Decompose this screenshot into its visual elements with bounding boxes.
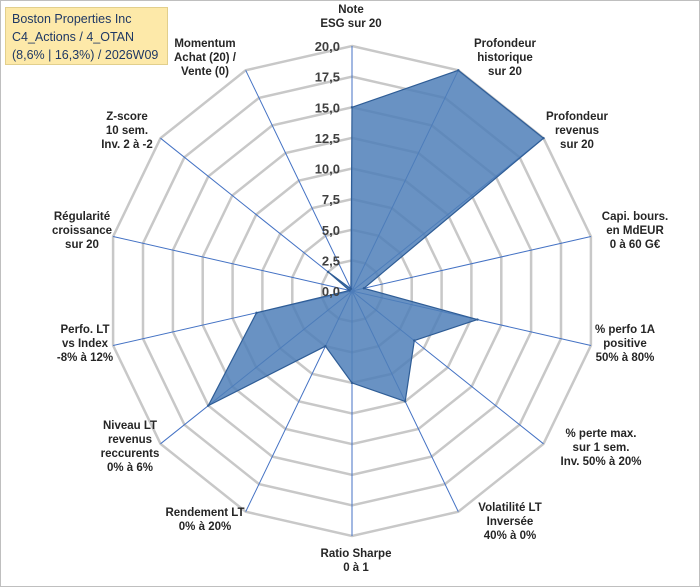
axis-label: Profondeur historique sur 20	[474, 38, 536, 78]
data-point	[457, 69, 460, 72]
tick-label: 2,5	[322, 253, 340, 268]
axis-label-line: 40% à 0%	[484, 530, 536, 542]
axis-label: Z-score 10 sem. Inv. 2 à -2	[101, 111, 153, 151]
axis-label: % perfo 1A positive 50% à 80%	[595, 324, 655, 364]
axis-label-line: Régularité	[54, 211, 110, 223]
axis-label-line: reccurents	[101, 448, 160, 460]
tick-label: 10,0	[315, 162, 340, 177]
axis-label-line: Volatilité LT	[478, 502, 541, 514]
axis-label-line: % perfo 1A	[595, 324, 655, 336]
axis-spoke	[351, 236, 592, 292]
tick-label: 5,0	[322, 223, 340, 238]
data-point	[542, 137, 545, 140]
axis-label: Régularité croissance sur 20	[52, 211, 112, 251]
axis-label-line: sur 20	[560, 139, 594, 151]
axis-label-line: Profondeur	[474, 38, 536, 50]
tick-label: 20,0	[315, 39, 340, 54]
axis-label-line: 50% à 80%	[596, 352, 655, 364]
axis-label-line: % perte max.	[566, 428, 637, 440]
axis-label: Profondeur revenus sur 20	[546, 111, 608, 151]
axis-label-line: Vente (0)	[181, 66, 229, 78]
tick-label: 0,0	[322, 284, 340, 299]
axis-label-line: 10 sem.	[106, 125, 148, 137]
axis-label-line: 0% à 20%	[179, 521, 231, 533]
axis-label-line: sur 20	[65, 239, 99, 251]
axis-label-line: Profondeur	[546, 111, 608, 123]
axis-label-line: vs Index	[62, 338, 109, 350]
axis-label: % perte max. sur 1 sem. Inv. 50% à 20%	[561, 428, 642, 468]
title-company: Boston Properties Inc	[12, 12, 132, 26]
data-point	[349, 287, 353, 290]
axis-label-line: Z-score	[106, 111, 148, 123]
data-point	[326, 270, 330, 274]
axis-label-line: en MdEUR	[606, 225, 664, 237]
axis-label-line: Inv. 50% à 20%	[561, 456, 642, 468]
data-point	[476, 318, 479, 321]
axis-label-line: Rendement LT	[165, 507, 244, 519]
data-point	[350, 381, 354, 385]
axis-label-line: 0% à 6%	[107, 462, 153, 474]
axis-label-line: -8% à 12%	[57, 352, 113, 364]
axis-label-line: revenus	[108, 434, 152, 446]
axis-label-line: ESG sur 20	[320, 18, 381, 30]
title-category: C4_Actions / 4_OTAN	[12, 30, 135, 44]
axis-label-line: Momentum	[174, 38, 235, 50]
data-point	[362, 287, 366, 290]
axis-label: Capi. bours. en MdEUR 0 à 60 G€	[602, 211, 668, 251]
axis-label-line: Capi. bours.	[602, 211, 668, 223]
axis-spoke	[245, 70, 353, 292]
axis-label-line: Inv. 2 à -2	[101, 139, 153, 151]
axis-label: Note ESG sur 20	[320, 4, 381, 30]
axis-label-line: Note	[338, 4, 364, 16]
data-point	[350, 106, 354, 109]
data-point	[348, 289, 351, 292]
axis-label-line: sur 20	[488, 66, 522, 78]
axis-label-line: Perfo. LT	[61, 324, 110, 336]
axis-label-line: 0 à 60 G€	[610, 239, 661, 251]
axis-label: Volatilité LT Inversée 40% à 0%	[478, 502, 541, 542]
axis-label-line: Inversée	[487, 516, 534, 528]
axis-label: Rendement LT 0% à 20%	[165, 507, 244, 533]
axis-label: Niveau LT revenus reccurents 0% à 6%	[101, 420, 160, 474]
tick-label: 12,5	[315, 131, 340, 146]
axis-label: Perfo. LT vs Index -8% à 12%	[57, 324, 113, 364]
tick-label: 17,5	[315, 70, 340, 85]
title-performance: (8,6% | 16,3%) / 2026W09	[12, 48, 159, 62]
axis-spoke	[160, 137, 353, 292]
axis-spoke	[112, 236, 353, 292]
data-point	[404, 400, 407, 403]
tick-label: 15,0	[315, 100, 340, 115]
data-point	[413, 339, 416, 342]
axis-label: Ratio Sharpe 0 à 1	[321, 548, 392, 574]
tick-label: 7,5	[322, 192, 340, 207]
axis-label-line: croissance	[52, 225, 112, 237]
axis-label-line: Ratio Sharpe	[321, 548, 392, 560]
data-point	[207, 404, 210, 407]
axis-label-line: historique	[477, 52, 533, 64]
data-point	[324, 345, 327, 348]
axis-label-line: revenus	[555, 125, 599, 137]
data-point	[255, 311, 258, 314]
axis-label: Momentum Achat (20) / Vente (0)	[174, 38, 237, 78]
axis-label-line: 0 à 1	[343, 562, 369, 574]
axis-label-line: positive	[603, 338, 646, 350]
chart-title-box: Boston Properties Inc C4_Actions / 4_OTA…	[5, 7, 168, 65]
axis-label-line: sur 1 sem.	[573, 442, 630, 454]
axis-label-line: Niveau LT	[103, 420, 157, 432]
axis-label-line: Achat (20) /	[174, 52, 237, 64]
